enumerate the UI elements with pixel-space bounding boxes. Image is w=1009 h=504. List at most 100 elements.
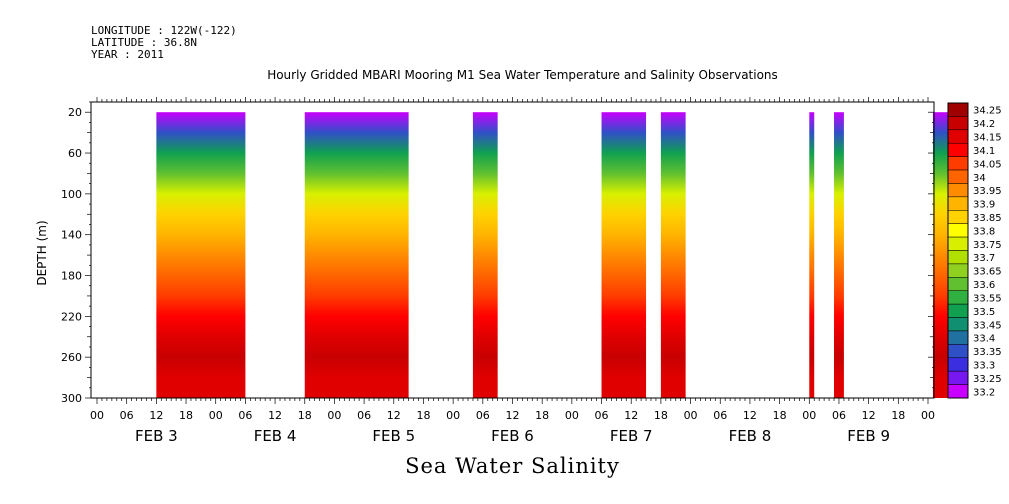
colorbar-label: 33.45 — [973, 320, 1002, 331]
data-segment — [472, 112, 498, 398]
x-tick-label: 18 — [891, 409, 905, 422]
data-segment — [809, 112, 815, 398]
x-tick-label: 00 — [446, 409, 460, 422]
colorbar-label: 33.9 — [973, 200, 995, 211]
x-tick-label: 12 — [862, 409, 876, 422]
colorbar-swatch — [947, 102, 969, 117]
x-tick-label: 12 — [506, 409, 520, 422]
colorbar-label: 33.95 — [973, 186, 1002, 197]
y-tick-label: 20 — [68, 106, 82, 119]
x-tick-label: 06 — [713, 409, 727, 422]
day-label: FEB 8 — [729, 427, 772, 445]
x-tick-label: 06 — [476, 409, 490, 422]
colorbar-swatch — [947, 142, 969, 157]
day-label: FEB 4 — [254, 427, 297, 445]
x-tick-label: 06 — [595, 409, 609, 422]
colorbar-swatch — [947, 156, 969, 171]
colorbar-swatch — [947, 263, 969, 278]
year-label: YEAR : 2011 — [91, 48, 164, 61]
day-label: FEB 3 — [135, 427, 178, 445]
x-tick-label: 12 — [149, 409, 163, 422]
colorbar-label: 34.05 — [973, 159, 1002, 170]
x-tick-label: 00 — [90, 409, 104, 422]
colorbar-swatch — [947, 277, 969, 291]
x-tick-label: 18 — [773, 409, 787, 422]
colorbar-swatch — [947, 116, 969, 131]
colorbar-label: 33.6 — [973, 280, 995, 291]
colorbar-swatch — [947, 384, 969, 399]
y-tick-label: 60 — [68, 147, 82, 160]
day-label: FEB 9 — [847, 427, 890, 445]
x-tick-label: 06 — [832, 409, 846, 422]
colorbar-label: 33.35 — [973, 347, 1002, 358]
day-label: FEB 5 — [372, 427, 415, 445]
colorbar: 34.25 34.2 34.15 34.1 34.05 34 33.95 33.9 33.85 3… — [947, 102, 1002, 399]
colorbar-label: 34.25 — [973, 106, 1002, 117]
data-segment — [660, 112, 686, 398]
x-tick-label: 06 — [120, 409, 134, 422]
x-tick-label: 18 — [298, 409, 312, 422]
colorbar-swatch — [947, 210, 969, 224]
colorbar-swatch — [947, 236, 969, 251]
x-tick-label: 18 — [535, 409, 549, 422]
x-tick-label: 12 — [743, 409, 757, 422]
colorbar-swatch — [947, 330, 969, 345]
x-tick-label: 06 — [357, 409, 371, 422]
colorbar-swatch — [947, 196, 969, 211]
colorbar-label: 33.7 — [973, 253, 995, 264]
y-tick-label: 180 — [61, 270, 82, 283]
colorbar-label: 33.2 — [973, 387, 995, 398]
x-tick-label: 06 — [238, 409, 252, 422]
colorbar-swatch — [947, 183, 969, 198]
data-segment — [304, 112, 409, 398]
colorbar-label: 33.75 — [973, 240, 1002, 251]
colorbar-label: 33.3 — [973, 360, 995, 371]
x-tick-label: 18 — [416, 409, 430, 422]
y-tick-label: 220 — [61, 310, 82, 323]
colorbar-label: 33.4 — [973, 334, 995, 345]
colorbar-label: 33.85 — [973, 213, 1002, 224]
colorbar-label: 34.1 — [973, 146, 995, 157]
x-tick-label: 00 — [209, 409, 223, 422]
colorbar-label: 34.2 — [973, 119, 995, 130]
data-segment — [834, 112, 844, 398]
colorbar-frame — [947, 102, 969, 399]
colorbar-label: 33.55 — [973, 293, 1002, 304]
x-tick-label: 00 — [565, 409, 579, 422]
colorbar-swatch — [947, 317, 969, 332]
x-tick-label: 12 — [387, 409, 401, 422]
y-tick-label: 260 — [61, 351, 82, 364]
colorbar-swatch — [947, 129, 969, 144]
longitude-label: LONGITUDE : 122W(-122) — [91, 24, 237, 37]
y-axis: 20 60 100 140 180 220 260 300 — [61, 101, 934, 405]
y-tick-label: 100 — [61, 188, 82, 201]
data-segment — [156, 112, 246, 398]
x-axis: 00 06 12 18 00 06 12 18 00 06 12 18 00 06 12 18 00 06 12 18… — [90, 97, 935, 445]
colorbar-label: 34 — [973, 173, 986, 184]
colorbar-label: 33.25 — [973, 374, 1002, 385]
colorbar-swatch — [947, 250, 969, 265]
x-tick-label: 18 — [654, 409, 668, 422]
x-tick-label: 12 — [268, 409, 282, 422]
colorbar-swatch — [947, 290, 969, 305]
x-tick-label: 18 — [179, 409, 193, 422]
colorbar-swatch — [947, 370, 969, 385]
colorbar-swatch — [947, 223, 969, 238]
colorbar-swatch — [947, 344, 969, 359]
colorbar-label: 33.8 — [973, 226, 995, 237]
day-label: FEB 7 — [610, 427, 653, 445]
x-axis-title: Sea Water Salinity — [405, 454, 620, 478]
y-tick-label: 140 — [61, 229, 82, 242]
plot-area — [90, 101, 963, 399]
x-tick-label: 00 — [684, 409, 698, 422]
chart-title: Hourly Gridded MBARI Mooring M1 Sea Wate… — [267, 68, 778, 82]
day-label: FEB 6 — [491, 427, 534, 445]
x-tick-label: 00 — [921, 409, 935, 422]
colorbar-swatch — [947, 303, 969, 318]
x-tick-label: 00 — [327, 409, 341, 422]
x-tick-label: 12 — [624, 409, 638, 422]
y-tick-label: 300 — [61, 392, 82, 405]
colorbar-label: 33.5 — [973, 307, 995, 318]
colorbar-swatch — [947, 357, 969, 372]
